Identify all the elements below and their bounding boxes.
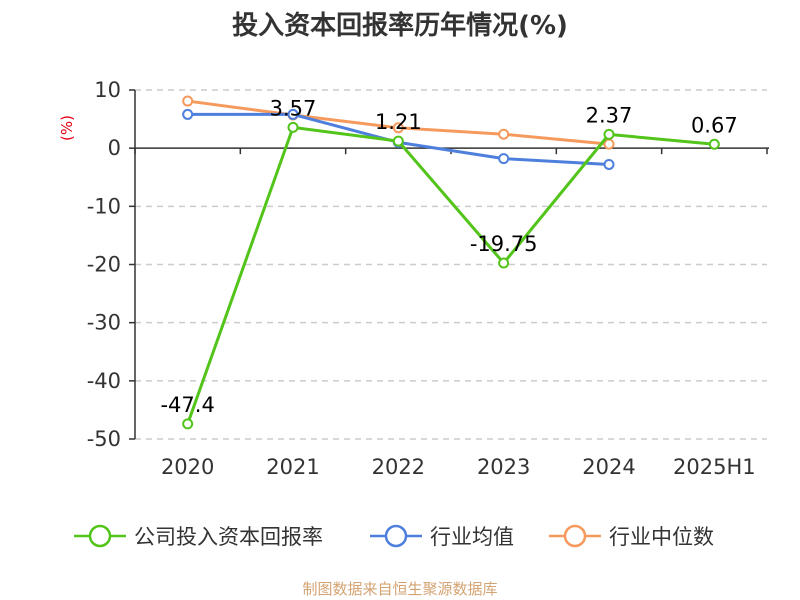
y-tick-label: -20 bbox=[87, 253, 121, 277]
data-point bbox=[392, 135, 404, 147]
legend-marker bbox=[563, 524, 587, 548]
data-point bbox=[182, 108, 194, 120]
data-point bbox=[498, 128, 510, 140]
x-tick-label: 2025H1 bbox=[673, 455, 756, 479]
y-tick-label: -50 bbox=[87, 427, 121, 451]
x-tick-label: 2023 bbox=[477, 455, 530, 479]
source-note: 制图数据来自恒生聚源数据库 bbox=[302, 580, 497, 598]
y-axis-unit-label: (%) bbox=[58, 115, 76, 141]
y-tick-label: 10 bbox=[94, 78, 121, 102]
data-point bbox=[287, 121, 299, 133]
data-point bbox=[392, 122, 404, 134]
data-point bbox=[287, 108, 299, 120]
data-point bbox=[603, 158, 615, 170]
x-tick-label: 2022 bbox=[372, 455, 425, 479]
data-label: -19.75 bbox=[470, 232, 538, 256]
axes: 10 0 -10 -20 -30 -40 -50 2020 2021 2022 2023 2024 20… bbox=[87, 78, 769, 479]
data-point bbox=[182, 95, 194, 107]
y-tick-label: -10 bbox=[87, 194, 121, 218]
legend-label: 公司投入资本回报率 bbox=[134, 525, 323, 549]
grid-lines bbox=[135, 89, 767, 440]
data-point bbox=[708, 138, 720, 150]
legend-label: 行业中位数 bbox=[609, 525, 714, 549]
series-line bbox=[186, 125, 716, 426]
data-label: 0.67 bbox=[691, 113, 738, 137]
y-tick-label: 0 bbox=[108, 136, 121, 160]
data-point bbox=[603, 128, 615, 140]
legend: 公司投入资本回报率 行业均值 行业中位数 bbox=[74, 524, 714, 549]
data-label: 1.21 bbox=[375, 110, 422, 134]
x-tick-label: 2024 bbox=[582, 455, 635, 479]
data-point bbox=[182, 418, 194, 430]
legend-marker bbox=[88, 524, 112, 548]
x-tick-label: 2020 bbox=[161, 455, 214, 479]
data-point bbox=[603, 138, 615, 150]
x-tick-label: 2021 bbox=[266, 455, 319, 479]
data-point bbox=[498, 257, 510, 269]
data-label: -47.4 bbox=[160, 393, 214, 417]
y-tick-label: -40 bbox=[87, 369, 121, 393]
data-label: 3.57 bbox=[270, 96, 317, 120]
data-label: 2.37 bbox=[586, 103, 633, 127]
legend-marker bbox=[384, 524, 408, 548]
data-point bbox=[498, 153, 510, 165]
legend-label: 行业均值 bbox=[430, 525, 514, 549]
data-labels: -47.4 3.57 1.21 -19.75 2.37 0.67 bbox=[160, 96, 737, 416]
chart-title: 投入资本回报率历年情况(%) bbox=[232, 10, 568, 41]
series-lines bbox=[182, 95, 720, 430]
y-tick-label: -30 bbox=[87, 311, 121, 335]
